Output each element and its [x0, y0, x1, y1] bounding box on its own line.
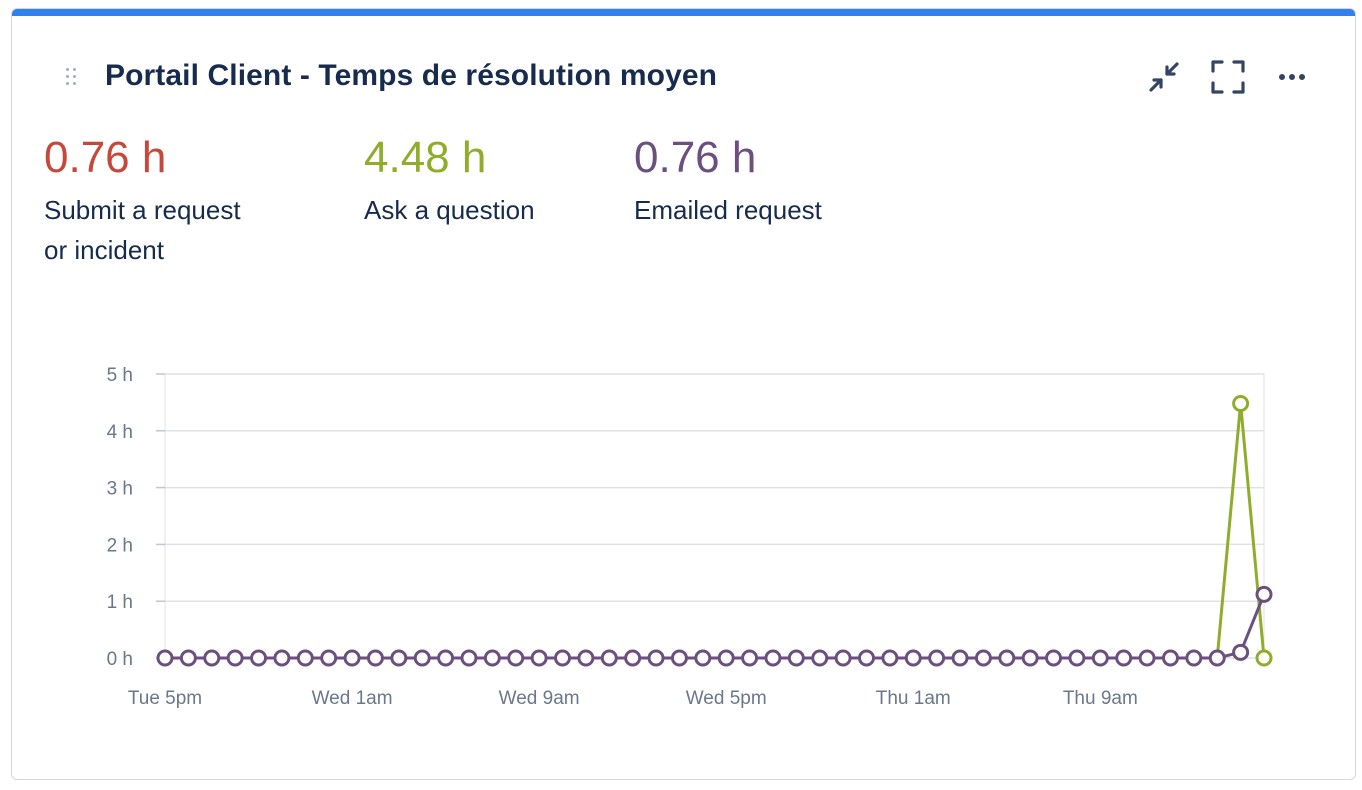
more-options-icon: [1279, 74, 1305, 80]
data-point: [694, 649, 712, 667]
data-point: [787, 649, 805, 667]
data-point: [1091, 649, 1109, 667]
data-point: [1115, 649, 1133, 667]
metric-label-line: Emailed request: [634, 195, 822, 226]
data-point: [1208, 649, 1226, 667]
data-point: [881, 649, 899, 667]
x-tick-label: Thu 1am: [876, 688, 951, 709]
metric-label: Ask a question: [364, 190, 535, 230]
metric-ask-question: 4.48 h Ask a question: [364, 133, 535, 230]
data-point: [203, 649, 221, 667]
x-tick-label: Wed 5pm: [686, 688, 767, 709]
data-point: [483, 649, 501, 667]
data-point: [928, 649, 946, 667]
data-point: [554, 649, 572, 667]
metric-value: 0.76 h: [634, 133, 757, 182]
data-point: [320, 649, 338, 667]
data-point: [577, 649, 595, 667]
data-point: [343, 649, 361, 667]
data-point: [904, 649, 922, 667]
data-point: [1232, 395, 1250, 413]
data-point: [366, 649, 384, 667]
metric-value: 0.76 h: [44, 133, 167, 182]
data-point: [1138, 649, 1156, 667]
gadget-title: Portail Client - Temps de résolution moy…: [105, 59, 718, 92]
data-point: [857, 649, 875, 667]
data-point: [226, 649, 244, 667]
y-tick-label: 1 h: [107, 592, 133, 613]
data-point: [764, 649, 782, 667]
metric-label: Emailed request: [634, 190, 822, 230]
data-point: [413, 649, 431, 667]
metric-label: Submit a request or incident: [44, 190, 241, 270]
dashboard-gadget-card: Portail Client - Temps de résolution moy…: [11, 8, 1356, 780]
more-options-button[interactable]: [1272, 57, 1312, 97]
x-tick-label: Wed 9am: [499, 688, 580, 709]
y-tick-label: 4 h: [107, 422, 133, 443]
data-point: [507, 649, 525, 667]
y-tick-label: 3 h: [107, 479, 133, 500]
data-point: [437, 649, 455, 667]
data-point: [250, 649, 268, 667]
x-tick-label: Thu 9am: [1063, 688, 1138, 709]
data-point: [974, 649, 992, 667]
data-point: [273, 649, 291, 667]
data-point: [951, 649, 969, 667]
data-point: [1232, 643, 1250, 661]
data-point: [1255, 649, 1273, 667]
metric-label-line: or incident: [44, 235, 164, 266]
data-point: [530, 649, 548, 667]
data-point: [741, 649, 759, 667]
data-point: [1068, 649, 1086, 667]
y-tick-label: 5 h: [107, 365, 133, 386]
collapse-icon: [1149, 62, 1179, 92]
metric-label-line: Ask a question: [364, 195, 535, 226]
data-point: [811, 649, 829, 667]
data-point: [600, 649, 618, 667]
data-point: [156, 649, 174, 667]
x-tick-label: Wed 1am: [312, 688, 393, 709]
metric-value: 4.48 h: [364, 133, 487, 182]
y-tick-label: 0 h: [107, 649, 133, 670]
plot-area-border: [164, 373, 1265, 659]
series-line: [165, 593, 1266, 660]
metric-emailed-request: 0.76 h Emailed request: [634, 133, 822, 230]
data-point: [179, 649, 197, 667]
data-point: [1161, 649, 1179, 667]
fullscreen-button[interactable]: [1208, 57, 1248, 97]
metric-label-line: Submit a request: [44, 195, 241, 226]
card-accent-bar: [12, 9, 1355, 16]
line-chart: 0 h 1 h 2 h 3 h 4 h 5 h Tue 5pm Wed 1am Wed 9am W…: [107, 365, 1273, 709]
data-point: [1045, 649, 1063, 667]
data-point: [647, 649, 665, 667]
data-point: [460, 649, 478, 667]
data-point: [1021, 649, 1039, 667]
drag-handle-icon[interactable]: [64, 65, 78, 89]
data-point: [1255, 585, 1273, 603]
x-tick-label: Tue 5pm: [128, 688, 202, 709]
collapse-button[interactable]: [1144, 57, 1184, 97]
data-point: [296, 649, 314, 667]
data-point: [717, 649, 735, 667]
fullscreen-icon: [1211, 60, 1245, 94]
data-point: [998, 649, 1016, 667]
data-point: [834, 649, 852, 667]
data-point: [390, 649, 408, 667]
data-point: [1185, 649, 1203, 667]
data-point: [624, 649, 642, 667]
metric-submit-request: 0.76 h Submit a request or incident: [44, 133, 241, 270]
series-line: [165, 402, 1266, 660]
data-point: [670, 649, 688, 667]
y-tick-label: 2 h: [107, 535, 133, 556]
